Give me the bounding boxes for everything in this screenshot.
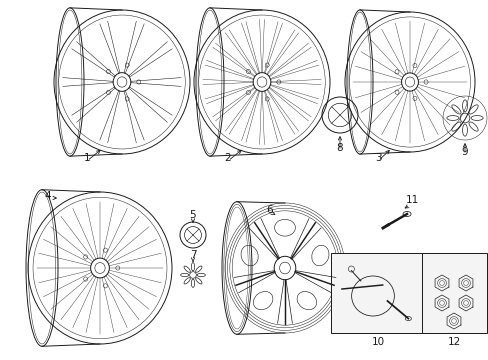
Text: 6: 6 [266,205,273,215]
Ellipse shape [405,316,410,321]
Text: 9: 9 [461,147,468,157]
Text: 11: 11 [405,195,418,205]
Text: 1: 1 [83,153,90,163]
Text: 4: 4 [44,191,51,201]
Text: 5: 5 [189,210,196,220]
Text: 3: 3 [374,153,381,163]
Text: 10: 10 [371,337,384,347]
Text: 8: 8 [336,143,343,153]
Text: 7: 7 [189,250,196,260]
Bar [421,253,486,333]
Text: 12: 12 [447,337,460,347]
Ellipse shape [402,211,410,216]
Text: 2: 2 [224,153,231,163]
Bar [330,253,425,333]
